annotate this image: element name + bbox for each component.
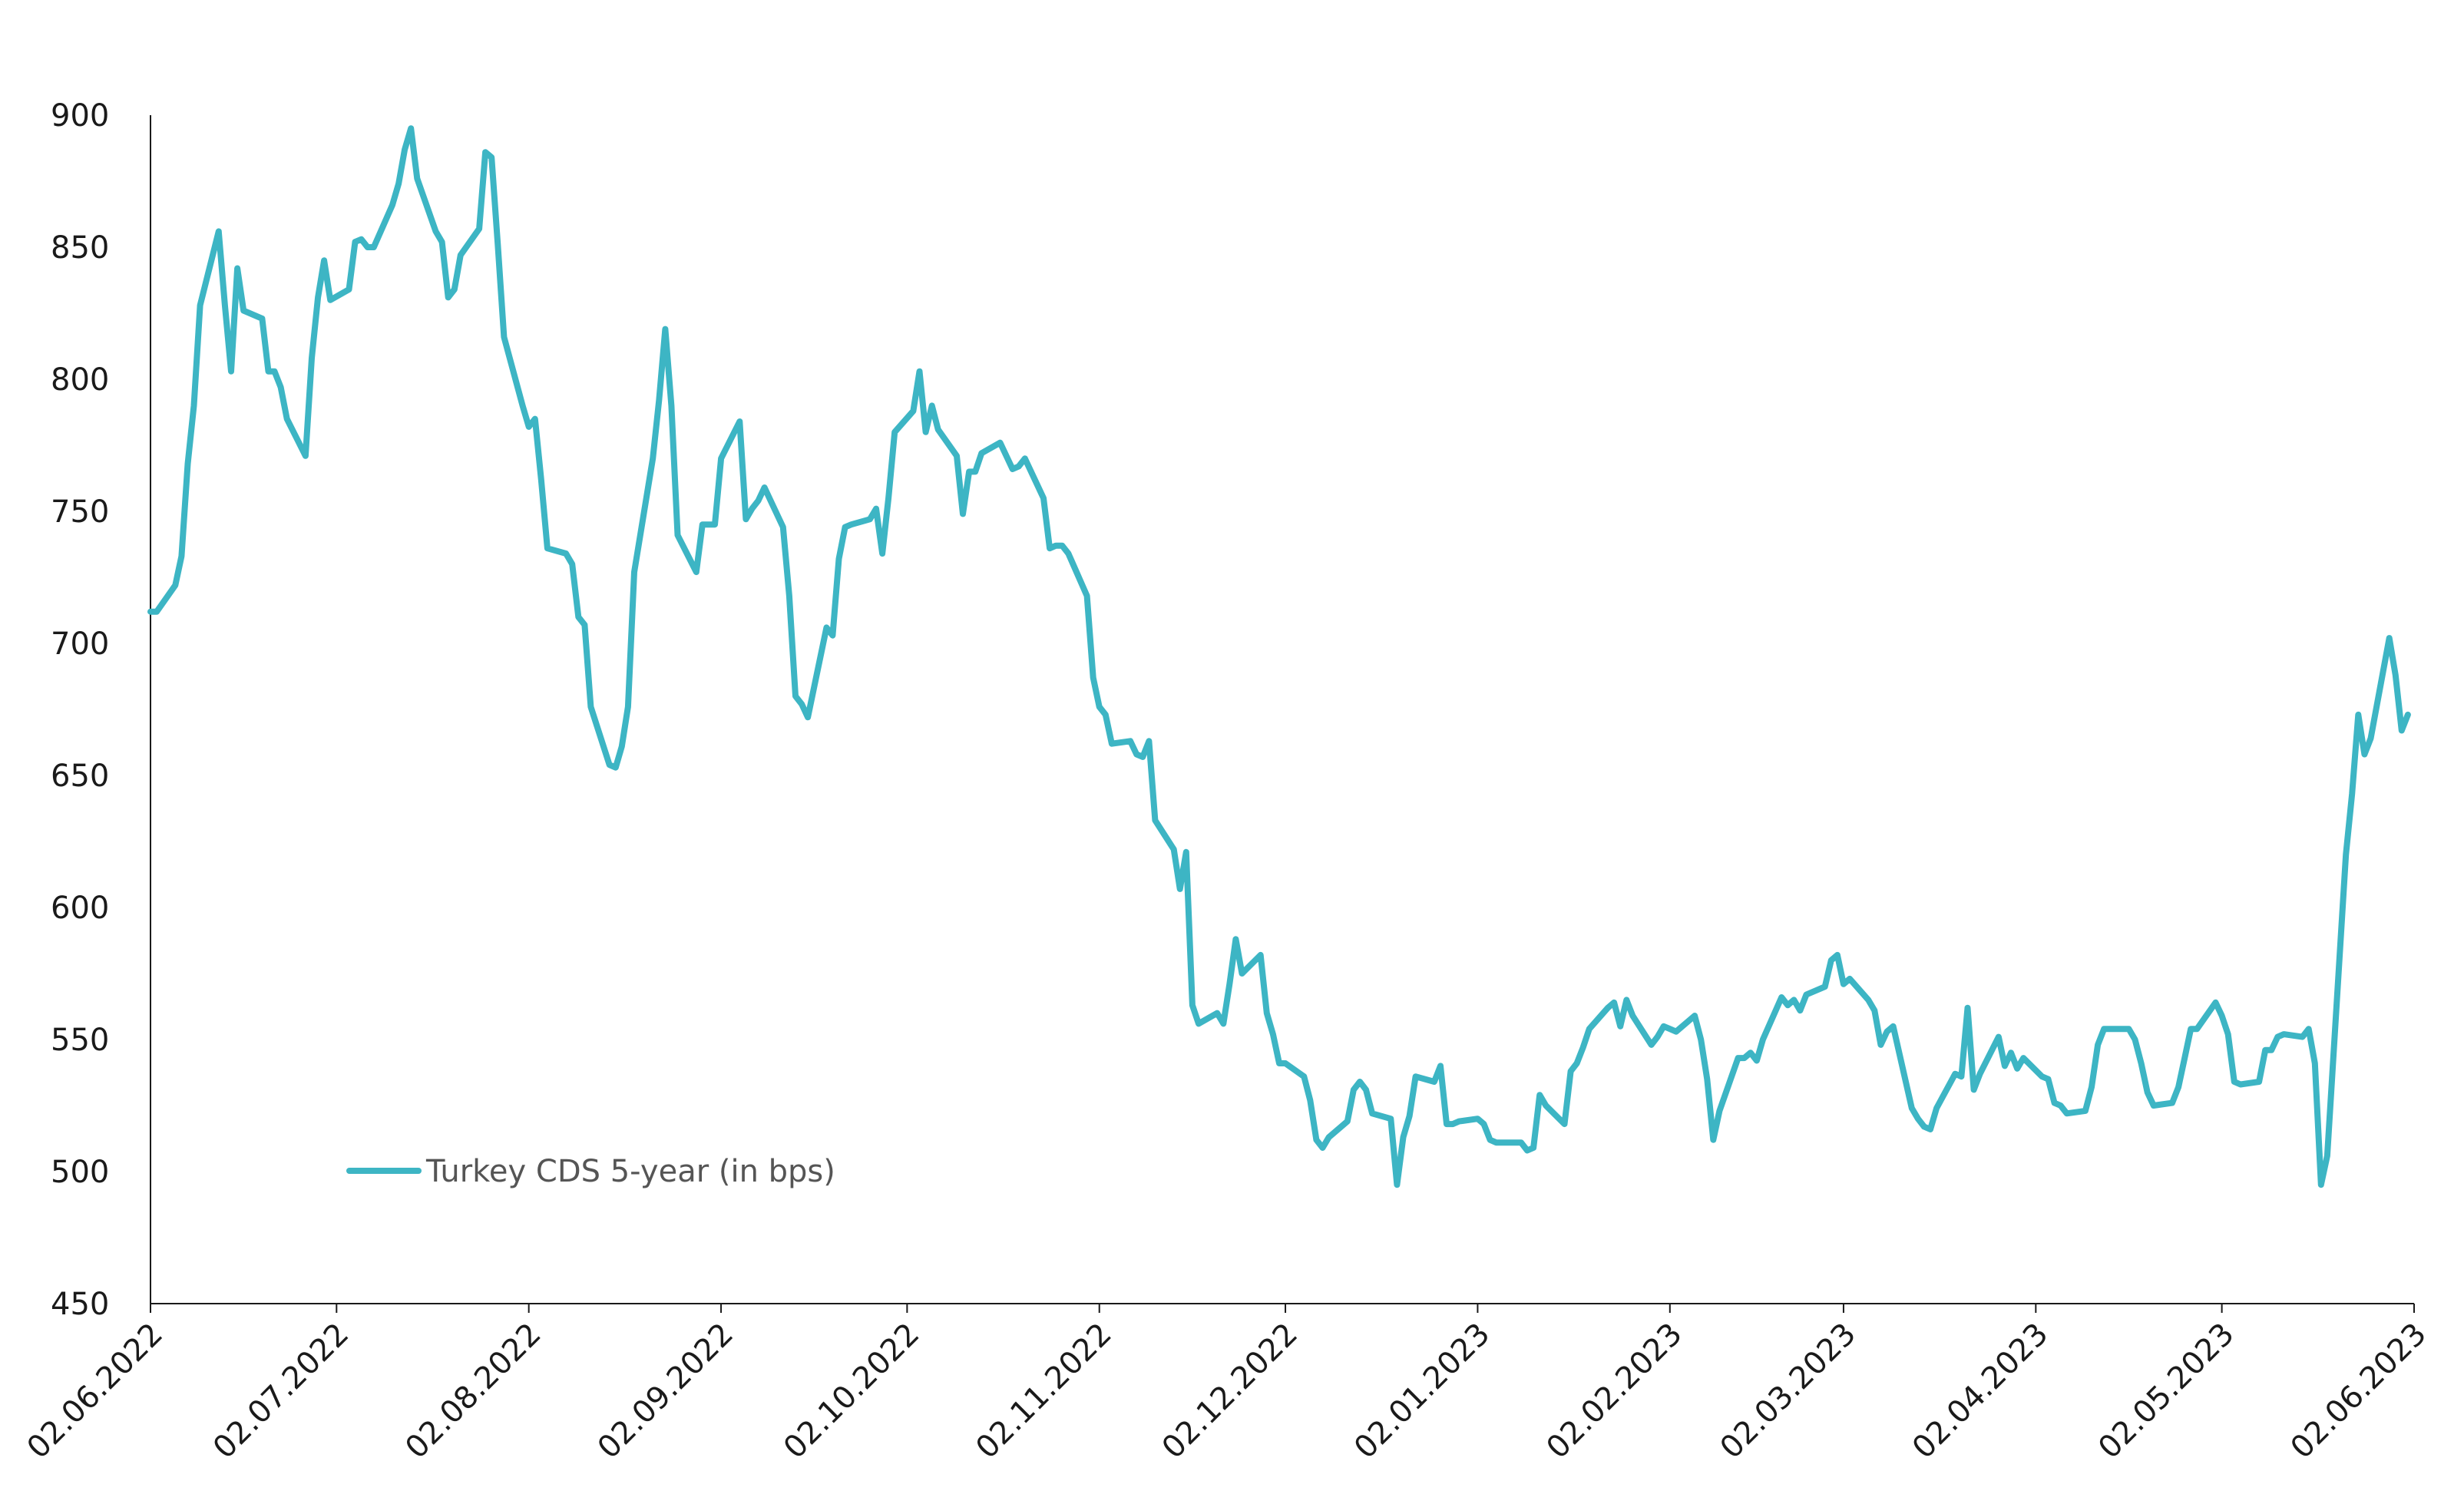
y-tick-label: 800 [51, 362, 109, 398]
y-tick-label: 900 [51, 98, 109, 134]
y-axis: 450 500 550 600 650 700 750 800 850 900 [51, 98, 151, 1322]
x-tick-label: 02.06.2023 [2284, 1317, 2433, 1466]
series-line-0 [147, 125, 2411, 1188]
x-tick-label: 02.10.2022 [777, 1317, 926, 1466]
y-tick-label: 750 [51, 494, 109, 530]
series-layer [147, 125, 2411, 1188]
x-tick-label: 02.09.2022 [591, 1317, 740, 1466]
x-tick-label: 02.06.2022 [21, 1317, 170, 1466]
x-tick-label: 02.05.2023 [2092, 1317, 2241, 1466]
x-tick-label: 02.01.2023 [1348, 1317, 1497, 1466]
legend-label: Turkey CDS 5-year (in bps) [425, 1154, 835, 1189]
y-tick-label: 650 [51, 759, 109, 794]
y-tick-label: 500 [51, 1155, 109, 1190]
y-tick-label: 550 [51, 1023, 109, 1058]
y-tick-label: 600 [51, 891, 109, 926]
x-tick-label: 02.07.2022 [207, 1317, 356, 1466]
y-tick-label: 700 [51, 626, 109, 662]
x-tick-label: 02.04.2023 [1906, 1317, 2055, 1466]
x-axis: 02.06.2022 02.07.2022 02.08.2022 02.09.2022… [21, 1303, 2433, 1466]
x-tick-label: 02.02.2023 [1540, 1317, 1688, 1466]
x-tick-label: 02.11.2022 [969, 1317, 1118, 1466]
x-tick-label: 02.03.2023 [1714, 1317, 1863, 1466]
y-tick-label: 850 [51, 230, 109, 266]
y-tick-label: 450 [51, 1287, 109, 1322]
legend: Turkey CDS 5-year (in bps) [346, 1154, 835, 1189]
x-tick-label: 02.08.2022 [399, 1317, 547, 1466]
x-tick-label: 02.12.2022 [1156, 1317, 1305, 1466]
